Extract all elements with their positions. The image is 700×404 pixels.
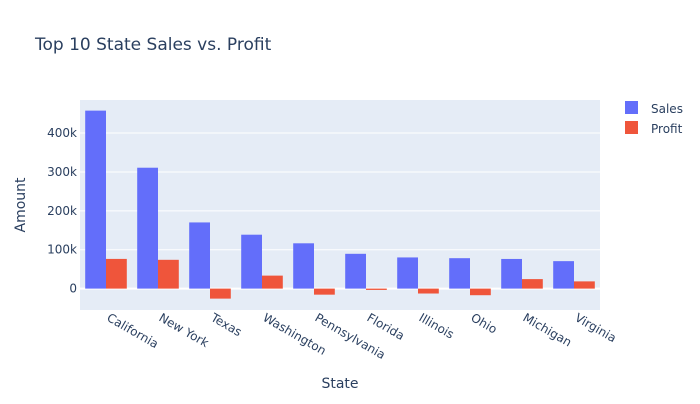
bar-profit-florida[interactable] — [366, 288, 387, 290]
legend[interactable]: Sales Profit — [625, 101, 683, 136]
legend-swatch — [625, 121, 638, 134]
bar-sales-illinois[interactable] — [397, 257, 418, 289]
bar-profit-texas[interactable] — [210, 288, 231, 299]
bar-profit-michigan[interactable] — [522, 279, 543, 289]
bar-sales-pennsylvania[interactable] — [293, 243, 314, 289]
bar-profit-california[interactable] — [106, 258, 127, 289]
bar-profit-pennsylvania[interactable] — [314, 288, 335, 295]
y-tick-label: 0 — [69, 282, 77, 296]
bar-profit-ohio[interactable] — [470, 288, 491, 296]
legend-item-sales[interactable]: Sales — [625, 101, 683, 116]
bar-profit-new-york[interactable] — [158, 259, 179, 289]
bars-layer — [85, 110, 595, 299]
bar-sales-ohio[interactable] — [449, 258, 470, 289]
legend-item-profit[interactable]: Profit — [625, 121, 683, 136]
bar-sales-washington[interactable] — [241, 234, 262, 289]
bar-sales-texas[interactable] — [189, 222, 210, 289]
bar-profit-illinois[interactable] — [418, 288, 439, 294]
legend-swatch — [625, 101, 638, 114]
bar-sales-michigan[interactable] — [501, 258, 522, 289]
x-axis-title: State — [321, 376, 358, 392]
y-tick-label: 300k — [47, 165, 77, 179]
bar-sales-virginia[interactable] — [553, 261, 574, 289]
y-tick-label: 100k — [47, 243, 77, 257]
legend-label: Sales — [651, 102, 683, 116]
bar-sales-california[interactable] — [85, 110, 106, 289]
y-axis-ticks: 0 100k 200k 300k 400k — [47, 126, 77, 296]
bar-profit-virginia[interactable] — [574, 281, 595, 289]
y-axis-title: Amount — [13, 177, 29, 233]
chart-title: Top 10 State Sales vs. Profit — [34, 35, 272, 55]
bar-sales-new-york[interactable] — [137, 167, 158, 289]
y-tick-label: 400k — [47, 126, 77, 140]
y-tick-label: 200k — [47, 204, 77, 218]
bar-profit-washington[interactable] — [262, 275, 283, 289]
bar-sales-florida[interactable] — [345, 253, 366, 289]
legend-label: Profit — [651, 122, 683, 136]
